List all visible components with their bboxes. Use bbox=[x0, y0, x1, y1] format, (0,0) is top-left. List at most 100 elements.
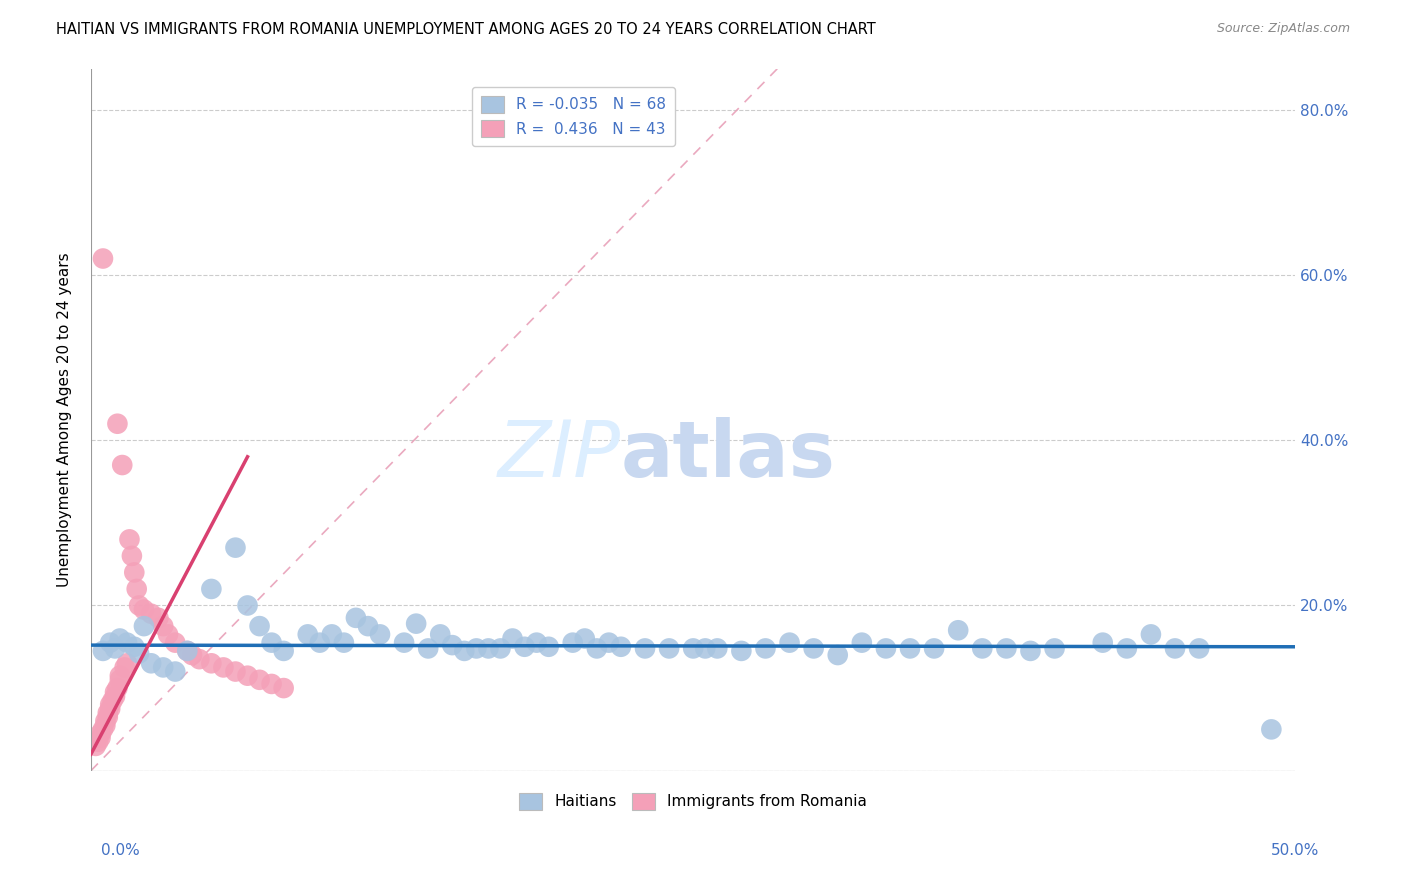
Point bbox=[441, 638, 464, 652]
Point bbox=[104, 690, 127, 704]
Point bbox=[118, 533, 141, 547]
Point bbox=[224, 541, 246, 555]
Point bbox=[1043, 641, 1066, 656]
Point bbox=[224, 665, 246, 679]
Point bbox=[489, 641, 512, 656]
Point bbox=[108, 673, 131, 687]
Text: ZIP: ZIP bbox=[498, 417, 621, 492]
Point bbox=[273, 681, 295, 695]
Point bbox=[98, 698, 121, 712]
Point bbox=[108, 632, 131, 646]
Point bbox=[537, 640, 560, 654]
Point bbox=[132, 602, 155, 616]
Point bbox=[176, 644, 198, 658]
Point bbox=[297, 627, 319, 641]
Point bbox=[152, 660, 174, 674]
Point bbox=[87, 735, 110, 749]
Point bbox=[308, 635, 330, 649]
Point bbox=[124, 640, 146, 654]
Point bbox=[706, 641, 728, 656]
Point bbox=[97, 706, 120, 720]
Point bbox=[922, 641, 945, 656]
Point bbox=[260, 635, 283, 649]
Y-axis label: Unemployment Among Ages 20 to 24 years: Unemployment Among Ages 20 to 24 years bbox=[58, 252, 72, 587]
Point bbox=[260, 677, 283, 691]
Point bbox=[851, 635, 873, 649]
Point bbox=[392, 635, 415, 649]
Point bbox=[97, 710, 120, 724]
Point bbox=[165, 635, 187, 649]
Point bbox=[730, 644, 752, 658]
Point bbox=[152, 619, 174, 633]
Point bbox=[176, 644, 198, 658]
Point bbox=[200, 582, 222, 596]
Point bbox=[585, 641, 607, 656]
Point bbox=[898, 641, 921, 656]
Point bbox=[107, 681, 129, 695]
Point bbox=[108, 668, 131, 682]
Point bbox=[94, 714, 117, 728]
Point bbox=[634, 641, 657, 656]
Point bbox=[107, 417, 129, 431]
Point bbox=[453, 644, 475, 658]
Point bbox=[125, 582, 148, 596]
Point bbox=[875, 641, 897, 656]
Point bbox=[477, 641, 499, 656]
Text: Source: ZipAtlas.com: Source: ZipAtlas.com bbox=[1216, 22, 1350, 36]
Point bbox=[128, 646, 150, 660]
Point bbox=[561, 635, 583, 649]
Point bbox=[104, 685, 127, 699]
Point bbox=[574, 632, 596, 646]
Point bbox=[90, 731, 112, 745]
Point bbox=[502, 632, 524, 646]
Point bbox=[779, 635, 801, 649]
Point bbox=[181, 648, 204, 662]
Point bbox=[418, 641, 440, 656]
Point bbox=[526, 635, 548, 649]
Point bbox=[357, 619, 380, 633]
Point bbox=[165, 665, 187, 679]
Point bbox=[90, 726, 112, 740]
Point bbox=[598, 635, 620, 649]
Point bbox=[1260, 723, 1282, 737]
Point bbox=[157, 627, 180, 641]
Point bbox=[1019, 644, 1042, 658]
Point bbox=[321, 627, 343, 641]
Point bbox=[682, 641, 704, 656]
Point bbox=[236, 668, 259, 682]
Point bbox=[333, 635, 356, 649]
Point bbox=[513, 640, 536, 654]
Point bbox=[1164, 641, 1187, 656]
Point bbox=[148, 611, 170, 625]
Point bbox=[200, 657, 222, 671]
Point bbox=[98, 635, 121, 649]
Point bbox=[115, 635, 138, 649]
Point bbox=[141, 607, 163, 621]
Point bbox=[124, 566, 146, 580]
Text: 50.0%: 50.0% bbox=[1271, 843, 1319, 858]
Point bbox=[1140, 627, 1163, 641]
Point bbox=[405, 616, 427, 631]
Point bbox=[995, 641, 1018, 656]
Point bbox=[754, 641, 776, 656]
Point bbox=[91, 252, 114, 266]
Point bbox=[827, 648, 849, 662]
Point bbox=[1115, 641, 1137, 656]
Point bbox=[111, 458, 134, 472]
Legend: Haitians, Immigrants from Romania: Haitians, Immigrants from Romania bbox=[513, 787, 873, 815]
Point bbox=[115, 657, 138, 671]
Point bbox=[344, 611, 367, 625]
Point bbox=[132, 619, 155, 633]
Point bbox=[803, 641, 825, 656]
Point bbox=[1091, 635, 1114, 649]
Point bbox=[948, 624, 970, 638]
Point bbox=[121, 549, 143, 563]
Point bbox=[465, 641, 488, 656]
Point bbox=[114, 660, 136, 674]
Point bbox=[91, 723, 114, 737]
Point bbox=[658, 641, 681, 656]
Point bbox=[104, 641, 127, 656]
Text: atlas: atlas bbox=[621, 417, 835, 492]
Point bbox=[1188, 641, 1211, 656]
Point bbox=[368, 627, 391, 641]
